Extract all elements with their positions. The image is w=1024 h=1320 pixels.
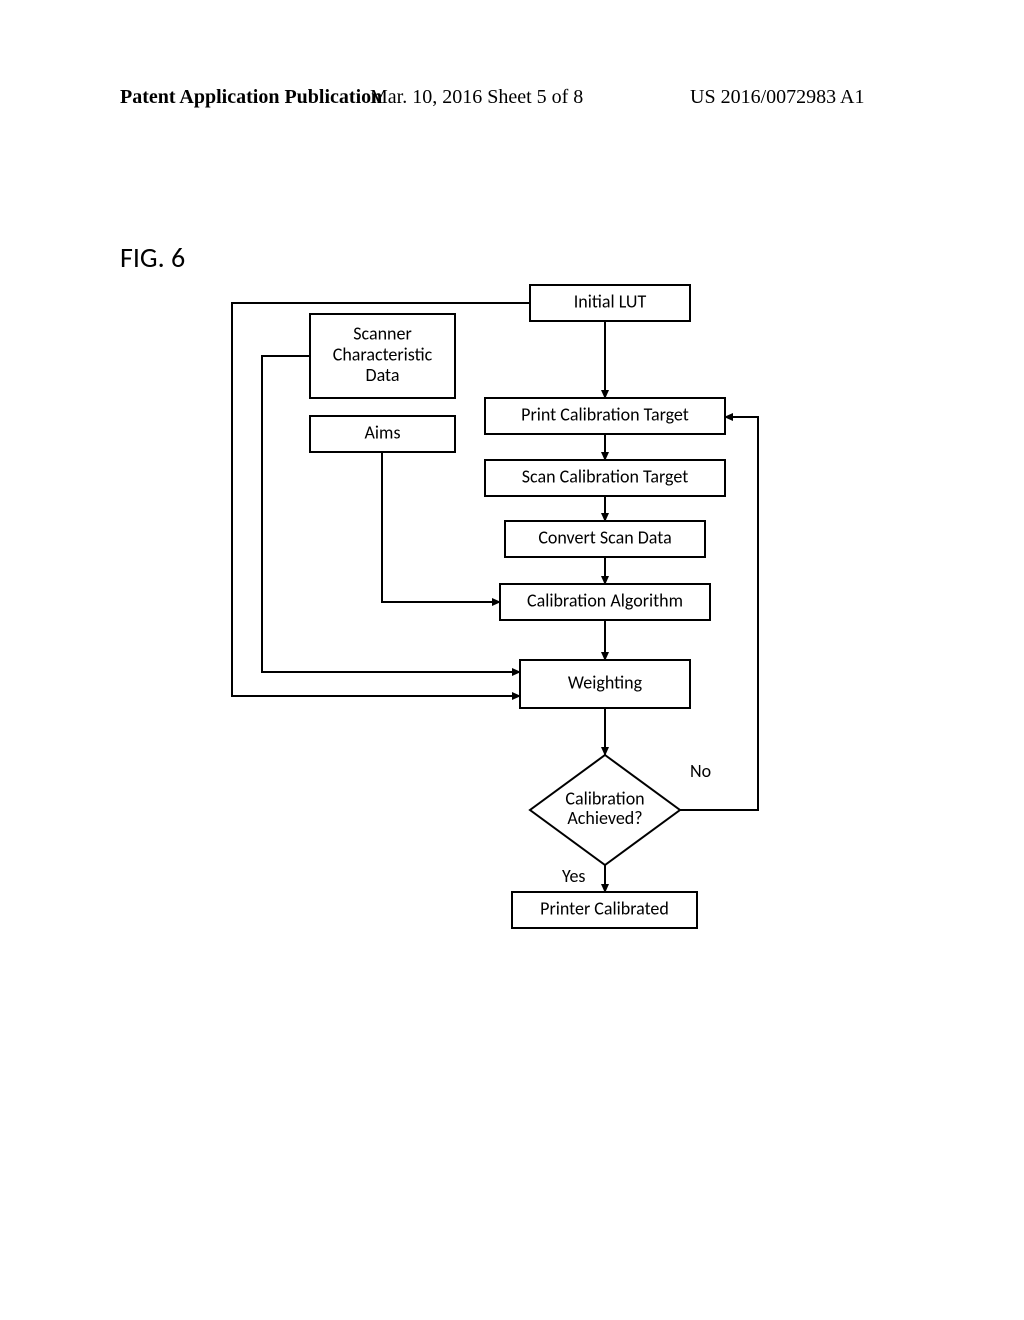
svg-text:Initial LUT: Initial LUT [574, 290, 647, 312]
node-calib_algo: Calibration Algorithm [500, 584, 710, 620]
node-scanner_data: ScannerCharacteristicData [310, 314, 455, 398]
svg-text:Scanner: Scanner [353, 323, 412, 345]
svg-text:Calibration Algorithm: Calibration Algorithm [527, 589, 683, 611]
svg-text:Printer Calibrated: Printer Calibrated [540, 897, 669, 919]
node-weighting: Weighting [520, 660, 690, 708]
node-aims: Aims [310, 416, 455, 452]
node-initial_lut: Initial LUT [530, 285, 690, 321]
edge-label: No [690, 760, 711, 782]
svg-text:Aims: Aims [365, 421, 401, 443]
node-decision: CalibrationAchieved? [530, 755, 680, 865]
node-print_target: Print Calibration Target [485, 398, 725, 434]
svg-text:Print Calibration Target: Print Calibration Target [521, 403, 689, 425]
edge-label: Yes [562, 865, 585, 887]
svg-text:Characteristic: Characteristic [333, 343, 433, 365]
svg-text:Calibration: Calibration [565, 787, 644, 809]
node-convert_data: Convert Scan Data [505, 521, 705, 557]
svg-text:Achieved?: Achieved? [567, 807, 642, 829]
node-calibrated: Printer Calibrated [512, 892, 697, 928]
svg-text:Weighting: Weighting [568, 671, 643, 693]
flowchart-svg: Initial LUT ScannerCharacteristicData Aims… [0, 0, 1024, 1320]
svg-text:Convert Scan Data: Convert Scan Data [538, 526, 671, 548]
svg-text:Data: Data [366, 364, 400, 386]
node-scan_target: Scan Calibration Target [485, 460, 725, 496]
page: Patent Application Publication Mar. 10, … [0, 0, 1024, 1320]
svg-text:Scan Calibration Target: Scan Calibration Target [522, 465, 688, 487]
